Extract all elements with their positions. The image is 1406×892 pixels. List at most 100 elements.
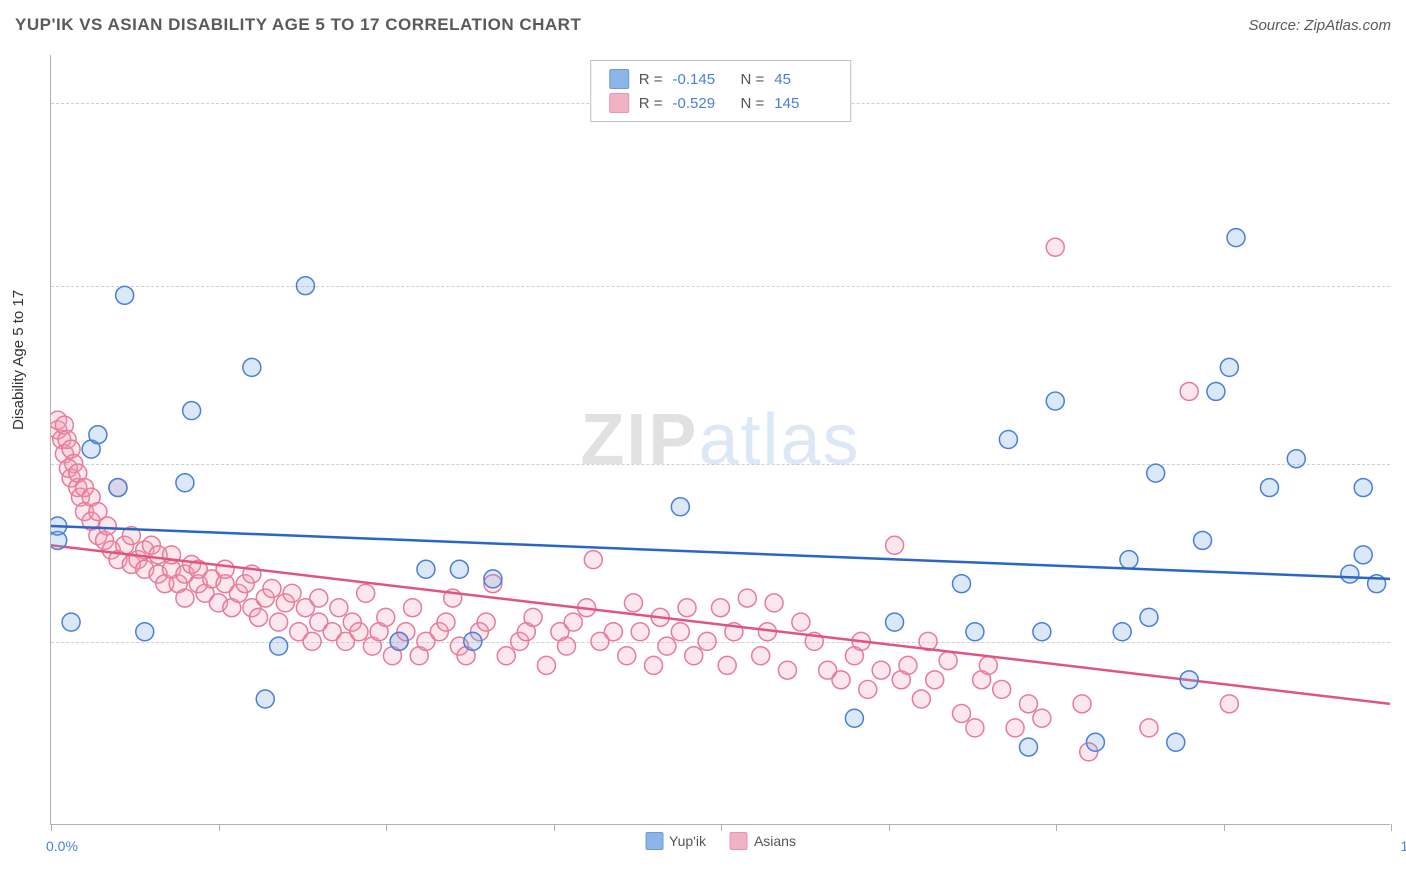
data-point <box>558 637 576 655</box>
swatch-asians <box>609 93 629 113</box>
data-point <box>645 656 663 674</box>
x-max-label: 100.0% <box>1401 838 1406 854</box>
data-point <box>464 632 482 650</box>
data-point <box>176 474 194 492</box>
data-point <box>183 402 201 420</box>
data-point <box>1140 608 1158 626</box>
data-point <box>303 632 321 650</box>
data-point <box>685 647 703 665</box>
data-point <box>497 647 515 665</box>
data-point <box>1220 695 1238 713</box>
data-point <box>1354 546 1372 564</box>
data-point <box>1287 450 1305 468</box>
legend-item-asians: Asians <box>730 832 796 850</box>
data-point <box>1033 623 1051 641</box>
scatter-svg <box>51 55 1390 824</box>
data-point <box>778 661 796 679</box>
swatch-yupik-icon <box>645 832 663 850</box>
data-point <box>109 479 127 497</box>
data-point <box>564 613 582 631</box>
data-point <box>584 551 602 569</box>
swatch-yupik <box>609 69 629 89</box>
data-point <box>1341 565 1359 583</box>
data-point <box>176 589 194 607</box>
data-point <box>953 575 971 593</box>
data-point <box>912 690 930 708</box>
data-point <box>1033 709 1051 727</box>
x-min-label: 0.0% <box>46 838 78 854</box>
x-tick <box>889 824 890 831</box>
data-point <box>1354 479 1372 497</box>
data-point <box>484 570 502 588</box>
data-point <box>417 560 435 578</box>
data-point <box>979 656 997 674</box>
legend-stats-box: R = -0.145 N = 45 R = -0.529 N = 145 <box>590 60 852 122</box>
data-point <box>377 608 395 626</box>
data-point <box>966 719 984 737</box>
data-point <box>1019 695 1037 713</box>
data-point <box>618 647 636 665</box>
data-point <box>1220 358 1238 376</box>
data-point <box>450 560 468 578</box>
data-point <box>256 690 274 708</box>
data-point <box>738 589 756 607</box>
data-point <box>631 623 649 641</box>
data-point <box>658 637 676 655</box>
x-tick <box>721 824 722 831</box>
data-point <box>1046 392 1064 410</box>
data-point <box>62 613 80 631</box>
x-tick <box>51 824 52 831</box>
data-point <box>89 426 107 444</box>
data-point <box>712 599 730 617</box>
data-point <box>537 656 555 674</box>
data-point <box>624 594 642 612</box>
swatch-asians-icon <box>730 832 748 850</box>
x-tick <box>554 824 555 831</box>
data-point <box>1207 382 1225 400</box>
data-point <box>765 594 783 612</box>
data-point <box>872 661 890 679</box>
data-point <box>243 358 261 376</box>
data-point <box>886 613 904 631</box>
data-point <box>939 652 957 670</box>
data-point <box>899 656 917 674</box>
data-point <box>1140 719 1158 737</box>
legend-item-yupik: Yup'ik <box>645 832 706 850</box>
y-axis-label: Disability Age 5 to 17 <box>10 290 27 430</box>
data-point <box>116 286 134 304</box>
data-point <box>1046 238 1064 256</box>
data-point <box>678 599 696 617</box>
data-point <box>1260 479 1278 497</box>
data-point <box>330 599 348 617</box>
x-tick <box>386 824 387 831</box>
data-point <box>1006 719 1024 737</box>
data-point <box>1147 464 1165 482</box>
data-point <box>1227 229 1245 247</box>
data-point <box>404 599 422 617</box>
data-point <box>1167 733 1185 751</box>
data-point <box>1113 623 1131 641</box>
data-point <box>999 431 1017 449</box>
data-point <box>752 647 770 665</box>
data-point <box>845 709 863 727</box>
data-point <box>1120 551 1138 569</box>
x-tick <box>1056 824 1057 831</box>
data-point <box>296 277 314 295</box>
data-point <box>1180 382 1198 400</box>
data-point <box>792 613 810 631</box>
data-point <box>926 671 944 689</box>
data-point <box>270 637 288 655</box>
data-point <box>216 560 234 578</box>
data-point <box>357 584 375 602</box>
data-point <box>270 613 288 631</box>
chart-title: YUP'IK VS ASIAN DISABILITY AGE 5 TO 17 C… <box>15 15 581 35</box>
x-tick <box>1391 824 1392 831</box>
data-point <box>671 498 689 516</box>
data-point <box>698 632 716 650</box>
data-point <box>310 589 328 607</box>
data-point <box>993 680 1011 698</box>
data-point <box>263 580 281 598</box>
legend-row-asians: R = -0.529 N = 145 <box>609 91 833 115</box>
data-point <box>886 536 904 554</box>
legend-row-yupik: R = -0.145 N = 45 <box>609 67 833 91</box>
